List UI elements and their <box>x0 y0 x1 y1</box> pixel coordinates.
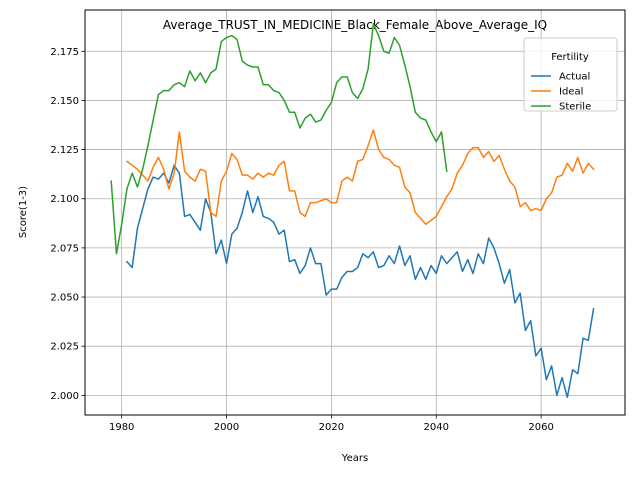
x-axis-label: Years <box>341 453 368 464</box>
y-tick-label: 2.125 <box>50 145 79 156</box>
legend-items: Actual Ideal Sterile <box>531 72 591 113</box>
legend-title: Fertility <box>551 52 589 63</box>
series-line-actual <box>125 164 595 399</box>
y-tick-label: 2.050 <box>50 293 79 304</box>
series-line-sterile <box>110 23 448 255</box>
legend-label-ideal: Ideal <box>559 87 583 98</box>
x-tick-label: 2040 <box>424 422 449 433</box>
x-tick-label: 2060 <box>528 422 553 433</box>
x-tick-label: 1980 <box>109 422 134 433</box>
y-axis-label: Score(1-3) <box>18 186 29 238</box>
y-tick-label: 2.025 <box>50 342 79 353</box>
y-tick-label: 2.175 <box>50 47 79 58</box>
y-tick-label: 2.000 <box>50 391 79 402</box>
legend-box <box>523 37 618 112</box>
x-axis-ticks: 1980 2000 2020 2040 2060 <box>109 415 554 433</box>
legend-label-sterile: Sterile <box>559 102 591 113</box>
plot-frame <box>84 9 626 416</box>
chart-title: Average_TRUST_IN_MEDICINE_Black_Female_A… <box>163 18 547 32</box>
y-tick-label: 2.150 <box>50 96 79 107</box>
grid <box>85 10 625 415</box>
legend: Fertility Actual Ideal Sterile <box>523 37 618 113</box>
y-tick-label: 2.100 <box>50 194 79 205</box>
y-tick-label: 2.075 <box>50 243 79 254</box>
y-axis-ticks: 2.000 2.025 2.050 2.075 2.100 2.125 2.150 2.175 <box>50 47 85 402</box>
series-line-ideal <box>125 129 595 226</box>
x-tick-label: 2020 <box>319 422 344 433</box>
legend-label-actual: Actual <box>559 72 590 83</box>
series-lines <box>110 23 595 399</box>
x-tick-label: 2000 <box>214 422 239 433</box>
